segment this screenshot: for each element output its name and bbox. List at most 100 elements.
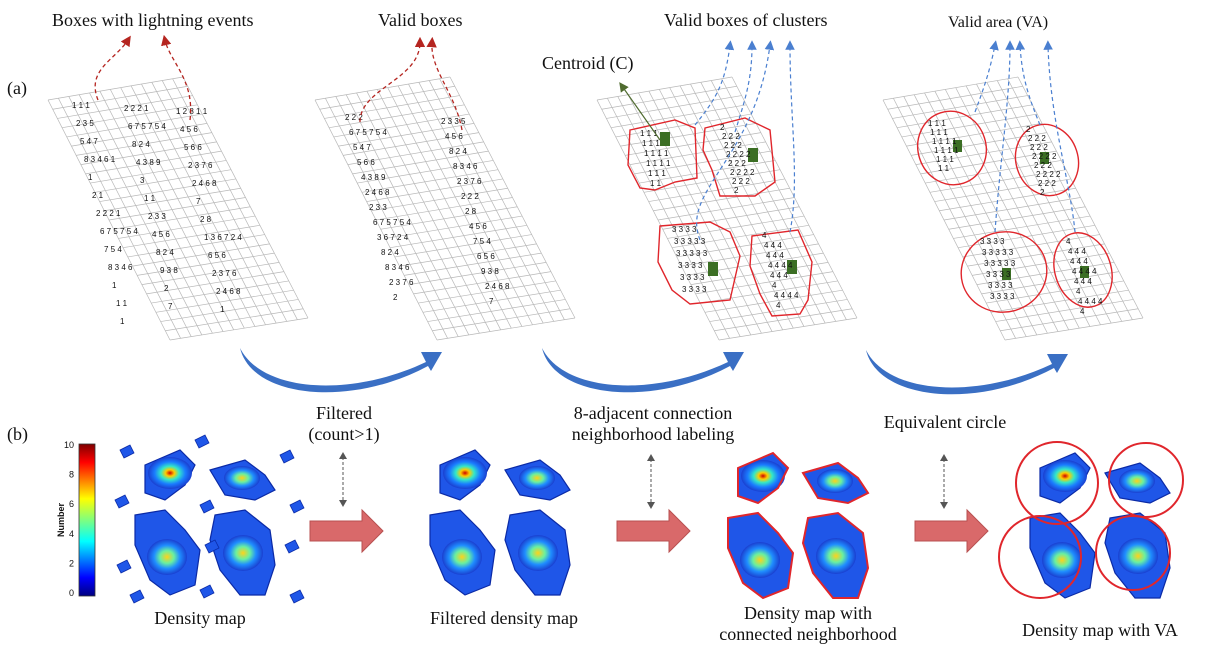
va-centroids <box>953 140 1089 280</box>
grid-line <box>385 215 523 239</box>
density-speck <box>199 584 215 599</box>
cluster-number: 3 3 3 3 3 <box>676 249 708 258</box>
density-hotspot <box>1119 469 1155 493</box>
grid-line <box>981 271 1120 295</box>
grid-number: 2 2 2 <box>461 192 479 201</box>
grid-number: 2 3 3 <box>369 203 387 212</box>
grid-line <box>714 308 853 332</box>
grid-line <box>151 280 289 304</box>
grid-number: 8 2 4 <box>381 248 399 257</box>
density-speck <box>129 589 145 604</box>
grid-number: 1 <box>112 281 117 290</box>
centroid-label: Centroid (C) <box>542 53 634 73</box>
grid-line <box>915 141 1052 165</box>
va-number: 4 4 4 4 <box>1072 267 1097 276</box>
grid-line <box>681 243 819 267</box>
density-hotspot <box>816 538 856 574</box>
density-hotspot <box>147 539 187 575</box>
grid-number: 8 3 4 6 1 <box>84 155 116 164</box>
va-number: 2 2 2 <box>1030 143 1048 152</box>
grid-number: 7 5 4 <box>104 245 122 254</box>
cluster-outlines <box>627 117 813 317</box>
grid-number: 1 1 <box>144 194 156 203</box>
grid-number: 2 4 6 8 <box>192 179 217 188</box>
grid-line <box>962 234 1100 258</box>
grid-number: 5 4 7 <box>353 143 371 152</box>
grid-line <box>596 76 733 101</box>
grid-number: 8 3 4 6 <box>453 162 478 171</box>
caption-connected-line1: Density map with <box>744 603 872 623</box>
grid-numbers-valid: 2 2 2 2 3 3 5 6 7 5 7 5 4 4 5 6 5 4 7 8 2 4 5 … <box>345 113 510 306</box>
cluster-number: 1 1 1 <box>648 169 666 178</box>
grid-line <box>1000 308 1139 332</box>
density-map-filtered <box>429 449 571 596</box>
grid-number: 6 7 5 7 5 4 <box>373 218 411 227</box>
grid-line <box>333 113 470 138</box>
grid-number: 5 6 6 <box>184 143 202 152</box>
grid-valid-boxes <box>314 76 576 341</box>
grid-all-boxes <box>47 76 309 341</box>
grid-number: 2 3 7 6 <box>457 177 482 186</box>
cluster-number: 2 <box>720 123 725 132</box>
caption-density-map: Density map <box>154 608 246 628</box>
va-number: 3 3 3 3 <box>986 270 1011 279</box>
grid-line <box>155 289 294 313</box>
va-numbers: 1 1 11 1 11 1 1 11 1 1 11 1 11 122 2 22 … <box>928 119 1103 316</box>
va-number: 1 1 1 <box>928 119 946 128</box>
grid-number: 8 2 4 <box>132 140 150 149</box>
density-hotspot <box>817 469 853 493</box>
grid-line <box>52 85 188 110</box>
grid-number: 2 3 5 <box>76 119 94 128</box>
grid-line <box>361 169 499 193</box>
va-number: 3 3 3 3 <box>980 237 1005 246</box>
swoosh-arrows <box>240 348 1068 395</box>
panel-a-label: (a) <box>7 78 27 98</box>
colorbar-tick: 10 <box>64 440 74 450</box>
grid-line <box>1004 317 1144 341</box>
connected-outline <box>801 511 870 599</box>
density-speck <box>199 499 215 514</box>
caption-connected-line2: connected neighborhood <box>719 624 897 644</box>
grid-number: 2 3 7 6 <box>212 269 237 278</box>
link-indicator-heads <box>339 452 948 509</box>
grid-line <box>62 104 198 129</box>
grid-line <box>906 123 1043 147</box>
grid-number: 6 5 6 <box>477 252 495 261</box>
va-number: 1 1 <box>938 164 950 173</box>
op-filtered-line1: Filtered <box>316 403 372 423</box>
colorbar-tick: 4 <box>69 529 74 539</box>
grid-number: 3 6 7 2 4 <box>377 233 409 242</box>
grid-line <box>160 299 299 322</box>
grid-number: 4 3 8 9 <box>361 173 386 182</box>
va-number: 4 4 4 <box>1074 277 1092 286</box>
grid-line <box>892 95 1028 119</box>
centroid-markers <box>660 132 797 276</box>
centroid-pointer <box>619 82 661 141</box>
grid-number: 6 7 5 7 5 4 <box>349 128 387 137</box>
grid-line <box>80 141 217 165</box>
va-number: 4 <box>1066 237 1071 246</box>
grid-number: 2 8 <box>465 207 477 216</box>
cluster-number: 1 1 1 1 <box>644 149 669 158</box>
va-number: 1 1 1 1 <box>934 146 959 155</box>
grid-line <box>408 262 547 285</box>
cluster-number: 3 3 3 3 <box>672 225 697 234</box>
cluster-number: 4 4 4 <box>770 271 788 280</box>
grid-line <box>314 76 451 101</box>
grid-line <box>324 95 460 119</box>
grid-number: 2 1 <box>92 191 104 200</box>
grid-line <box>911 132 1047 156</box>
grid-number: 2 3 7 6 <box>188 161 213 170</box>
connected-outline <box>727 511 795 600</box>
caption-filtered-density-map: Filtered density map <box>430 608 578 628</box>
grid-number: 2 <box>164 284 169 293</box>
density-hotspot <box>1043 460 1087 492</box>
op-labeling-line1: 8-adjacent connection <box>573 403 733 423</box>
density-speck <box>114 494 130 509</box>
grid-line <box>104 187 241 212</box>
grid-number: 7 5 4 <box>473 237 491 246</box>
grid-number: 5 4 7 <box>80 137 98 146</box>
density-hotspot <box>741 460 785 492</box>
grid-line <box>394 234 532 258</box>
grid-line <box>390 224 527 249</box>
